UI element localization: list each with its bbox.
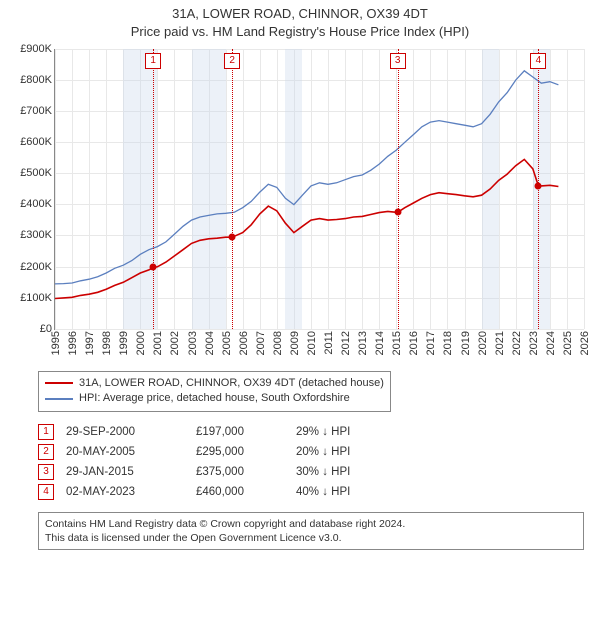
x-tick-label: 2024 (545, 331, 557, 355)
y-tick-label: £400K (20, 198, 52, 210)
sale-delta: 40% ↓ HPI (296, 486, 406, 498)
x-tick-label: 2011 (323, 331, 335, 355)
x-tick-label: 1995 (50, 331, 62, 355)
x-tick-label: 2017 (425, 331, 437, 355)
x-tick-label: 2026 (579, 331, 591, 355)
chart-container: 31A, LOWER ROAD, CHINNOR, OX39 4DT Price… (0, 0, 600, 620)
sale-index-box: 1 (38, 424, 54, 440)
bottom-panel: 31A, LOWER ROAD, CHINNOR, OX39 4DT (deta… (10, 371, 590, 550)
x-tick-label: 1996 (67, 331, 79, 355)
x-tick-label: 2018 (442, 331, 454, 355)
legend-row: HPI: Average price, detached house, Sout… (45, 391, 384, 406)
footer-line-1: Contains HM Land Registry data © Crown c… (45, 517, 577, 531)
sales-row: 2 20-MAY-2005£295,00020% ↓ HPI (38, 442, 584, 462)
y-tick-label: £500K (20, 167, 52, 179)
y-tick-label: £700K (20, 105, 52, 117)
legend-label: 31A, LOWER ROAD, CHINNOR, OX39 4DT (deta… (79, 376, 384, 391)
marker-line (398, 49, 399, 329)
y-tick-label: £800K (20, 74, 52, 86)
x-tick-label: 2016 (408, 331, 420, 355)
sale-price: £295,000 (196, 446, 296, 458)
title-subtitle: Price paid vs. HM Land Registry's House … (10, 24, 590, 41)
property-line (55, 159, 558, 298)
sale-index-box: 4 (38, 484, 54, 500)
x-tick-label: 2002 (169, 331, 181, 355)
hpi-line (55, 71, 558, 284)
x-axis: 1995199619971998199920002001200220032004… (54, 331, 584, 371)
sale-delta: 29% ↓ HPI (296, 426, 406, 438)
y-tick-label: £100K (20, 292, 52, 304)
marker-index-box: 1 (145, 53, 161, 69)
sales-row: 3 29-JAN-2015£375,00030% ↓ HPI (38, 462, 584, 482)
marker-line (153, 49, 154, 329)
y-axis: £0£100K£200K£300K£400K£500K£600K£700K£80… (10, 49, 54, 329)
legend-swatch (45, 398, 73, 400)
x-tick-label: 2020 (477, 331, 489, 355)
x-tick-label: 2005 (221, 331, 233, 355)
sale-index-box: 3 (38, 464, 54, 480)
legend: 31A, LOWER ROAD, CHINNOR, OX39 4DT (deta… (38, 371, 391, 412)
marker-dot (150, 264, 157, 271)
x-tick-label: 2022 (511, 331, 523, 355)
sales-row: 1 29-SEP-2000£197,00029% ↓ HPI (38, 422, 584, 442)
x-tick-label: 2006 (238, 331, 250, 355)
sale-price: £375,000 (196, 466, 296, 478)
marker-line (232, 49, 233, 329)
y-tick-label: £900K (20, 43, 52, 55)
x-tick-label: 2019 (460, 331, 472, 355)
marker-dot (394, 209, 401, 216)
sale-date: 29-SEP-2000 (66, 426, 196, 438)
sale-date: 02-MAY-2023 (66, 486, 196, 498)
x-tick-label: 2003 (187, 331, 199, 355)
y-tick-label: £300K (20, 229, 52, 241)
sale-price: £460,000 (196, 486, 296, 498)
plot-area: £0£100K£200K£300K£400K£500K£600K£700K£80… (10, 49, 590, 371)
x-tick-label: 2008 (272, 331, 284, 355)
marker-index-box: 3 (390, 53, 406, 69)
x-tick-label: 2021 (494, 331, 506, 355)
marker-dot (535, 182, 542, 189)
footer-line-2: This data is licensed under the Open Gov… (45, 531, 577, 545)
sale-delta: 20% ↓ HPI (296, 446, 406, 458)
x-tick-label: 2007 (255, 331, 267, 355)
x-tick-label: 1997 (84, 331, 96, 355)
sale-price: £197,000 (196, 426, 296, 438)
line-series (55, 49, 584, 329)
x-tick-label: 2013 (357, 331, 369, 355)
x-tick-label: 2012 (340, 331, 352, 355)
sale-date: 29-JAN-2015 (66, 466, 196, 478)
legend-label: HPI: Average price, detached house, Sout… (79, 391, 350, 406)
sale-date: 20-MAY-2005 (66, 446, 196, 458)
marker-index-box: 4 (530, 53, 546, 69)
x-tick-label: 1998 (101, 331, 113, 355)
sale-index-box: 2 (38, 444, 54, 460)
x-tick-label: 2000 (135, 331, 147, 355)
x-tick-label: 2014 (374, 331, 386, 355)
plot: 1 2 3 4 (54, 49, 584, 330)
x-tick-label: 2010 (306, 331, 318, 355)
x-tick-label: 2001 (152, 331, 164, 355)
marker-dot (229, 234, 236, 241)
sales-row: 4 02-MAY-2023£460,00040% ↓ HPI (38, 482, 584, 502)
titles: 31A, LOWER ROAD, CHINNOR, OX39 4DT Price… (10, 6, 590, 41)
legend-swatch (45, 382, 73, 384)
footer: Contains HM Land Registry data © Crown c… (38, 512, 584, 550)
y-tick-label: £600K (20, 136, 52, 148)
sale-delta: 30% ↓ HPI (296, 466, 406, 478)
sales-table: 1 29-SEP-2000£197,00029% ↓ HPI 2 20-MAY-200… (38, 422, 584, 502)
x-tick-label: 1999 (118, 331, 130, 355)
marker-index-box: 2 (224, 53, 240, 69)
x-tick-label: 2023 (528, 331, 540, 355)
legend-row: 31A, LOWER ROAD, CHINNOR, OX39 4DT (deta… (45, 376, 384, 391)
x-tick-label: 2004 (204, 331, 216, 355)
x-tick-label: 2015 (391, 331, 403, 355)
x-tick-label: 2009 (289, 331, 301, 355)
x-tick-label: 2025 (562, 331, 574, 355)
y-tick-label: £200K (20, 261, 52, 273)
title-address: 31A, LOWER ROAD, CHINNOR, OX39 4DT (10, 6, 590, 23)
